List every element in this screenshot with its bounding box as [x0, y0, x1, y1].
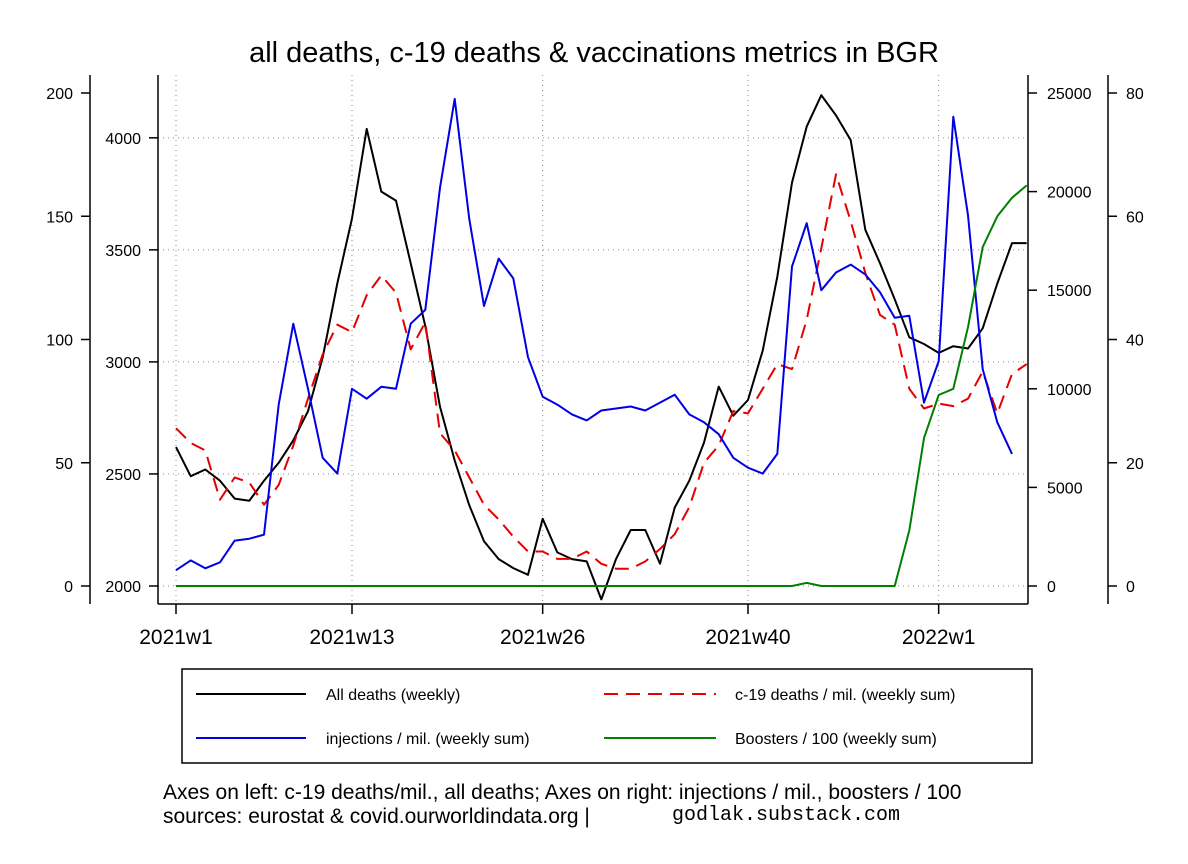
tick-label-left-outer: 50 — [55, 456, 73, 473]
series-lines — [175, 94, 1028, 601]
series-line-0 — [175, 94, 1027, 601]
tick-label-x: 2022w1 — [902, 626, 976, 649]
tick-label-right-inner: 15000 — [1047, 283, 1092, 300]
tick-label-x: 2021w40 — [705, 626, 790, 649]
tick-label-right-outer: 0 — [1126, 579, 1135, 596]
tick-label-x: 2021w13 — [309, 626, 394, 649]
series-line-2 — [175, 97, 1013, 572]
tick-label-left-outer: 200 — [46, 86, 73, 103]
tick-label-x: 2021w1 — [139, 626, 213, 649]
legend-label-c19-deaths: c-19 deaths / mil. (weekly sum) — [735, 687, 956, 704]
footer-sources: sources: eurostat & covid.ourworldindata… — [163, 805, 590, 828]
tick-label-right-inner: 0 — [1047, 579, 1056, 596]
tick-label-right-inner: 10000 — [1047, 382, 1092, 399]
legend-label-injections: injections / mil. (weekly sum) — [326, 731, 530, 748]
tick-label-right-outer: 40 — [1126, 333, 1144, 350]
axes: 0501001502002000250030003500400005000100… — [46, 75, 1144, 649]
tick-label-left-inner: 2000 — [105, 579, 141, 596]
tick-label-right-outer: 20 — [1126, 456, 1144, 473]
legend: All deaths (weekly) c-19 deaths / mil. (… — [181, 668, 1033, 764]
tick-label-left-inner: 3500 — [105, 243, 141, 260]
tick-label-left-outer: 100 — [46, 333, 73, 350]
tick-label-right-outer: 60 — [1126, 209, 1144, 226]
tick-label-right-inner: 25000 — [1047, 86, 1092, 103]
tick-label-x: 2021w26 — [500, 626, 585, 649]
chart-title: all deaths, c-19 deaths & vaccinations m… — [249, 37, 939, 69]
footer-axes-note: Axes on left: c-19 deaths/mil., all deat… — [163, 781, 961, 804]
tick-label-left-inner: 3000 — [105, 355, 141, 372]
series-line-3 — [176, 184, 1028, 587]
legend-label-boosters: Boosters / 100 (weekly sum) — [735, 731, 937, 748]
legend-box — [181, 668, 1033, 764]
tick-label-right-inner: 5000 — [1047, 480, 1083, 497]
tick-label-left-inner: 4000 — [105, 131, 141, 148]
tick-label-left-outer: 0 — [64, 579, 73, 596]
series-line-1 — [175, 173, 1028, 570]
tick-label-right-inner: 20000 — [1047, 185, 1092, 202]
tick-label-right-outer: 80 — [1126, 86, 1144, 103]
tick-label-left-outer: 150 — [46, 209, 73, 226]
legend-label-all-deaths: All deaths (weekly) — [326, 687, 460, 704]
footer-signature: godlak.substack.com — [672, 804, 900, 827]
tick-label-left-inner: 2500 — [105, 467, 141, 484]
